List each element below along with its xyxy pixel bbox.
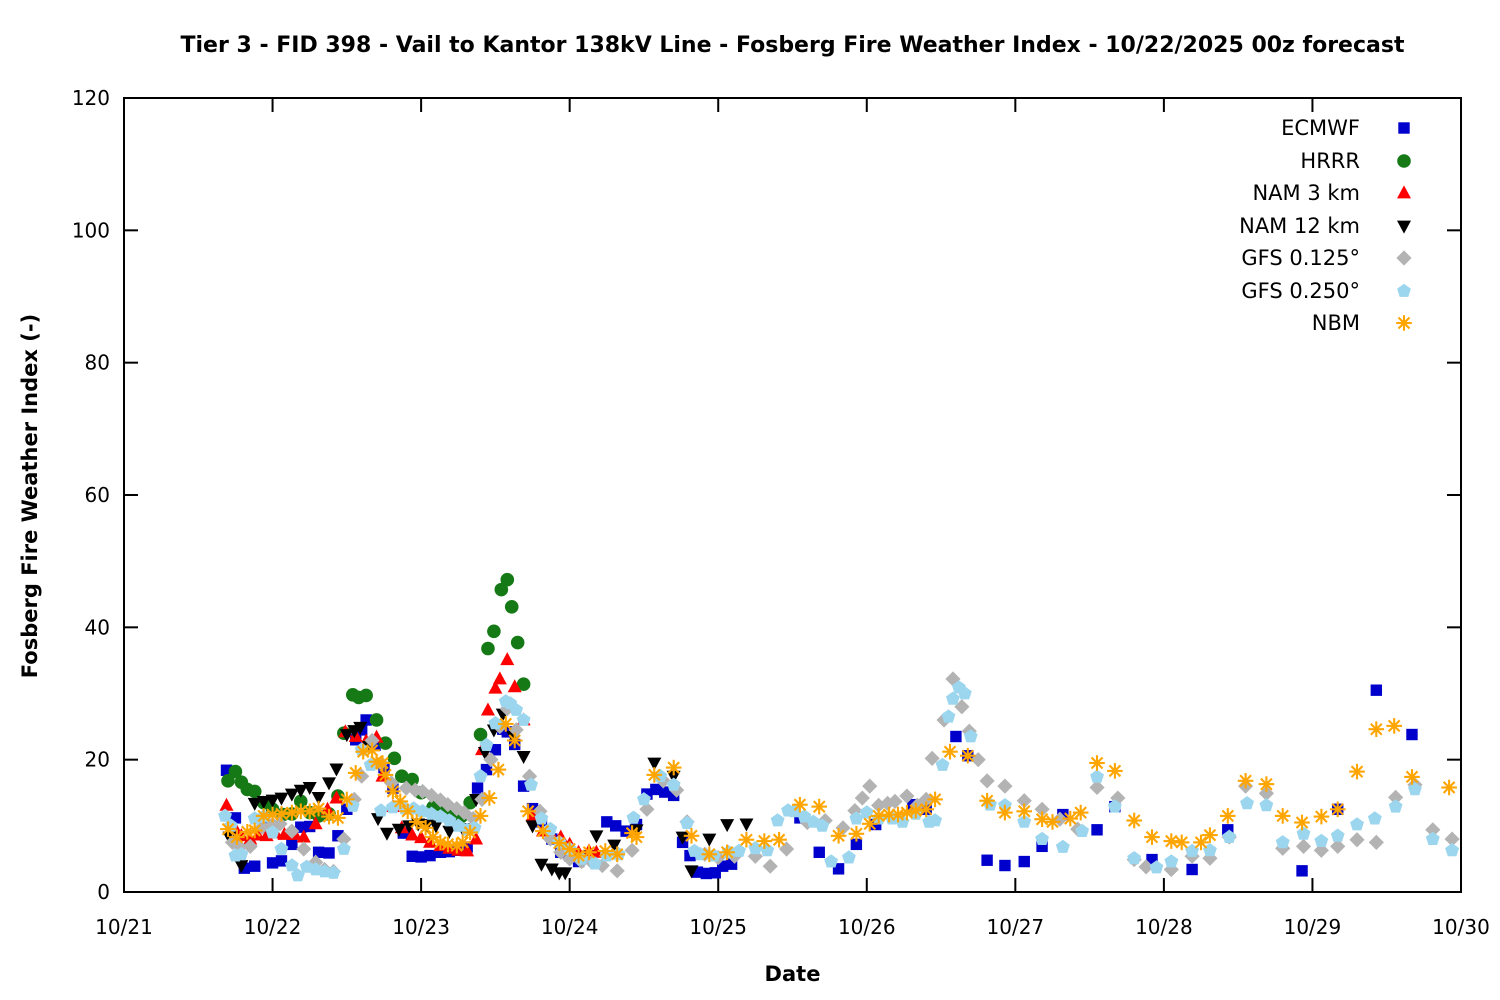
legend: ECMWF HRRR NAM 3 km NAM 12 km GFS 0.125°… [1239,112,1414,340]
x-tick-label: 10/22 [244,915,302,939]
legend-label-gfs0250: GFS 0.250° [1241,278,1360,303]
series-hrrr [221,572,531,824]
x-tick-label: 10/30 [1432,915,1490,939]
hrrr-circle-marker-icon [1394,151,1414,171]
series-nbm [220,716,1457,864]
y-tick-label: 20 [85,748,110,772]
x-tick-label: 10/25 [689,915,747,939]
nam12km-triangle-down-marker-icon [1394,216,1414,236]
legend-item-nam12km: NAM 12 km [1239,210,1414,243]
y-axis-title: Fosberg Fire Weather Index (-) [18,313,42,679]
legend-label-nam3km: NAM 3 km [1252,181,1360,206]
y-tick-label: 60 [85,483,110,507]
y-tick-label: 0 [97,880,110,904]
x-tick-label: 10/26 [838,915,896,939]
chart-title: Tier 3 - FID 398 - Vail to Kantor 138kV … [180,33,1405,58]
nam3km-triangle-up-marker-icon [1394,183,1414,203]
gfs0125-diamond-marker-icon [1394,248,1414,268]
legend-label-nam12km: NAM 12 km [1239,213,1360,238]
series-nam-12-km [222,708,754,881]
nbm-asterisk-marker-icon [1394,313,1414,333]
legend-item-gfs0125: GFS 0.125° [1239,242,1414,275]
legend-item-hrrr: HRRR [1239,145,1414,178]
y-tick-label: 120 [72,86,110,110]
legend-item-gfs0250: GFS 0.250° [1239,275,1414,308]
x-tick-label: 10/29 [1284,915,1342,939]
y-axis-ticks: 0 20 40 60 80 100 120 [72,86,1461,904]
legend-label-nbm: NBM [1311,311,1360,336]
x-tick-label: 10/23 [392,915,450,939]
ecmwf-square-marker-icon [1394,118,1414,138]
y-tick-label: 80 [85,351,110,375]
legend-item-nbm: NBM [1239,307,1414,340]
x-tick-label: 10/27 [987,915,1045,939]
legend-item-ecmwf: ECMWF [1239,112,1414,145]
x-tick-label: 10/24 [541,915,599,939]
y-tick-label: 40 [85,615,110,639]
x-tick-label: 10/21 [95,915,153,939]
x-tick-label: 10/28 [1135,915,1193,939]
y-tick-label: 100 [72,218,110,242]
legend-label-hrrr: HRRR [1300,148,1360,173]
x-axis-ticks: 10/21 10/22 10/23 10/24 10/25 10/26 10/27 10/28… [95,98,1490,939]
legend-item-nam3km: NAM 3 km [1239,177,1414,210]
x-axis-title: Date [764,962,821,986]
gfs0250-pentagon-marker-icon [1394,281,1414,301]
legend-label-ecmwf: ECMWF [1281,116,1360,141]
legend-label-gfs0125: GFS 0.125° [1241,246,1360,271]
